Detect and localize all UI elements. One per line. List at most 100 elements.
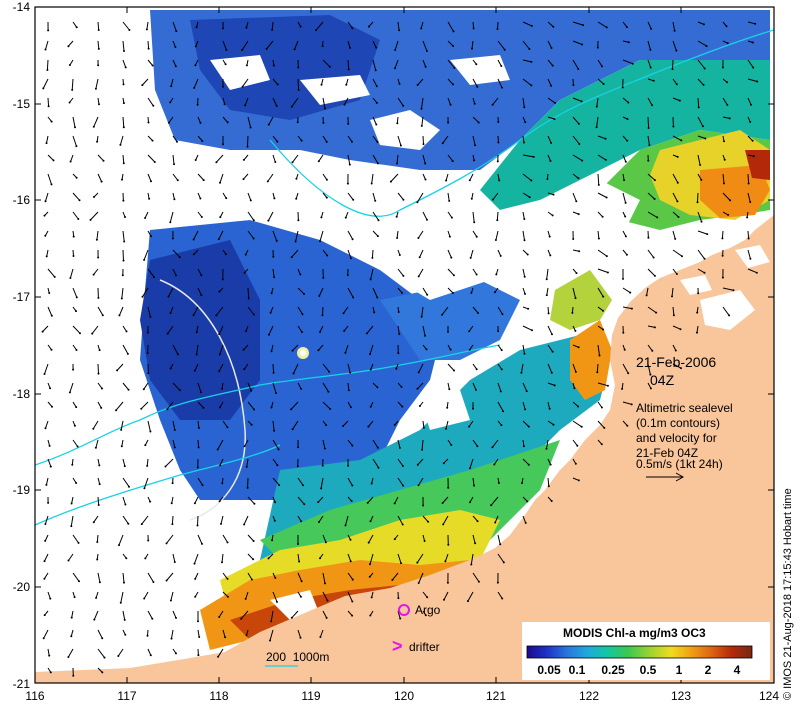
velocity-arrow-head (445, 179, 448, 182)
velocity-arrow-head (122, 199, 125, 202)
velocity-arrow (646, 287, 649, 296)
velocity-arrow (492, 439, 499, 448)
velocity-arrow-head (152, 581, 155, 583)
velocity-arrow-head (700, 178, 703, 181)
velocity-arrow (372, 40, 377, 48)
velocity-arrow (547, 363, 553, 373)
velocity-arrow-head (48, 444, 51, 447)
velocity-arrow (417, 230, 424, 239)
velocity-arrow-head (651, 349, 654, 352)
velocity-arrow (445, 420, 449, 429)
velocity-arrow-head (151, 64, 154, 67)
velocity-arrow (697, 40, 707, 47)
velocity-arrow-head (103, 656, 106, 659)
altimetry-line: (0.1m contours) (636, 416, 720, 430)
velocity-arrow (197, 192, 201, 199)
velocity-arrow (247, 534, 254, 542)
velocity-arrow-head (672, 314, 675, 317)
y-tick-label: -21 (13, 677, 31, 691)
velocity-arrow-head (549, 160, 552, 162)
velocity-arrow (547, 154, 551, 162)
velocity-arrow-head (218, 333, 221, 336)
velocity-arrow-head (528, 196, 531, 199)
velocity-arrow-head (351, 238, 354, 241)
velocity-arrow (522, 135, 525, 143)
velocity-arrow-head (721, 276, 724, 279)
velocity-arrow-head (171, 482, 174, 485)
velocity-arrow (597, 325, 604, 330)
velocity-arrow (397, 477, 404, 486)
velocity-arrow (297, 572, 303, 582)
velocity-arrow-head (147, 372, 150, 375)
velocity-arrow (522, 59, 532, 63)
velocity-arrow (172, 21, 177, 32)
velocity-arrow-head (250, 423, 253, 426)
velocity-arrow-head (290, 256, 293, 259)
velocity-arrow (118, 306, 124, 316)
velocity-arrow-head (293, 48, 296, 51)
velocity-arrow-head (475, 273, 478, 276)
velocity-arrow-head (548, 407, 551, 410)
velocity-arrow (672, 230, 676, 240)
velocity-arrow-head (649, 373, 652, 376)
velocity-arrow (146, 21, 149, 30)
velocity-arrow (572, 173, 579, 179)
velocity-arrow-head (300, 139, 303, 142)
velocity-arrow-head (92, 273, 95, 276)
velocity-arrow-head (447, 121, 450, 124)
velocity-arrow-head (250, 578, 253, 581)
velocity-arrow (442, 135, 449, 144)
velocity-arrow-head (595, 126, 598, 129)
velocity-arrow-head (676, 181, 679, 184)
velocity-arrow (372, 458, 379, 468)
velocity-arrow-head (420, 27, 423, 30)
velocity-arrow (219, 344, 224, 355)
velocity-arrow-head (499, 254, 502, 257)
velocity-arrow-head (351, 444, 354, 447)
velocity-arrow-head (43, 560, 46, 563)
velocity-arrow (522, 420, 530, 427)
velocity-arrow-head (347, 68, 350, 71)
velocity-arrow-head (273, 429, 276, 432)
velocity-arrow-head (574, 329, 577, 332)
velocity-arrow-head (696, 201, 699, 204)
velocity-arrow (370, 363, 374, 370)
velocity-arrow-head (122, 126, 125, 129)
velocity-arrow-head (376, 235, 379, 238)
velocity-arrow (196, 344, 199, 355)
velocity-arrow (217, 648, 224, 658)
velocity-arrow-head (120, 428, 123, 431)
velocity-arrow-head (441, 142, 444, 145)
y-tick-label: -20 (13, 580, 31, 594)
velocity-arrow (422, 591, 428, 598)
velocity-arrow (71, 496, 74, 504)
velocity-arrow-head (197, 446, 200, 449)
velocity-arrow (572, 59, 579, 70)
velocity-arrow (397, 135, 402, 146)
velocity-arrow (347, 154, 351, 165)
velocity-arrow-head (97, 29, 100, 31)
velocity-arrow-head (323, 447, 326, 450)
velocity-arrow-head (170, 637, 173, 640)
velocity-arrow (647, 363, 651, 375)
velocity-arrow-head (653, 326, 656, 329)
velocity-arrow (243, 154, 249, 161)
velocity-arrow (747, 268, 757, 274)
velocity-arrow (166, 572, 174, 581)
chl-south-teal (260, 330, 610, 560)
velocity-arrow (572, 420, 582, 428)
velocity-arrow (522, 287, 526, 295)
velocity-arrow-head (47, 501, 50, 504)
velocity-arrow (397, 515, 404, 525)
velocity-arrow (292, 420, 299, 430)
velocity-arrow-head (175, 652, 177, 655)
velocity-arrow (122, 458, 126, 467)
velocity-arrow-head (144, 557, 147, 560)
velocity-arrow (93, 515, 99, 523)
velocity-arrow (247, 401, 255, 410)
velocity-arrow (447, 59, 455, 69)
velocity-arrow-head (377, 219, 380, 222)
velocity-arrow-head (249, 199, 252, 202)
australia-land (35, 215, 774, 683)
velocity-arrow-head (67, 45, 70, 48)
